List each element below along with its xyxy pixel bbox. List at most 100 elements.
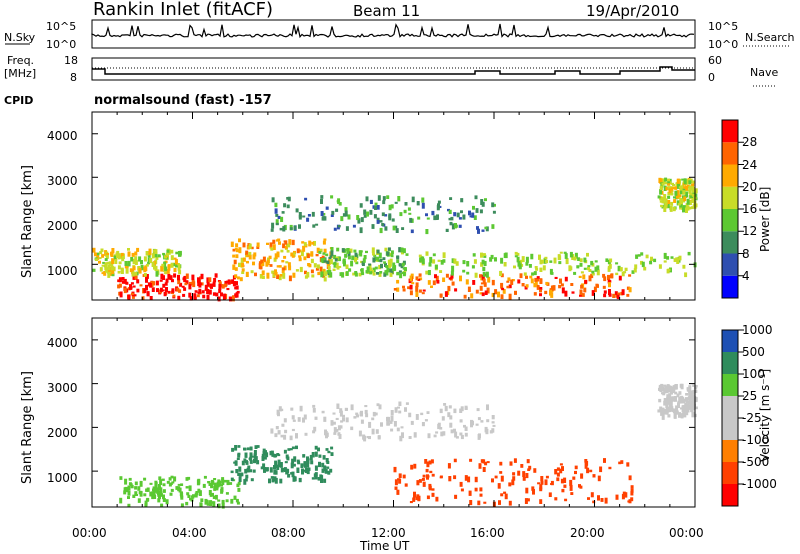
- power-echo-mark: [691, 197, 695, 203]
- power-echo-mark: [270, 228, 274, 232]
- power-echo-mark: [477, 228, 480, 234]
- power-echo-mark: [426, 217, 430, 220]
- velocity-echo-mark: [477, 434, 481, 440]
- velocity-echo-mark: [304, 467, 308, 473]
- velocity-echo-mark: [292, 419, 296, 422]
- power-echo-mark: [342, 259, 346, 264]
- power-echo-mark: [340, 216, 344, 222]
- power-echo-mark: [487, 276, 491, 283]
- power-echo-mark: [425, 229, 429, 235]
- velocity-echo-mark: [628, 499, 632, 504]
- power-echo-mark: [649, 260, 653, 265]
- velocity-echo-mark: [321, 410, 325, 414]
- power-echo-mark: [421, 197, 425, 203]
- power-echo-mark: [581, 293, 585, 297]
- power-echo-mark: [660, 204, 664, 208]
- velocity-echo-mark: [365, 413, 369, 418]
- power-echo-mark: [106, 253, 110, 256]
- power-echo-mark: [372, 267, 376, 273]
- power-echo-mark: [290, 252, 294, 257]
- power-echo-mark: [313, 263, 317, 268]
- power-echo-mark: [634, 264, 638, 269]
- power-echo-mark: [125, 267, 129, 274]
- power-echo-mark: [338, 265, 342, 268]
- velocity-echo-mark: [677, 402, 680, 408]
- velocity-echo-mark: [401, 432, 404, 439]
- power-echo-mark: [508, 293, 512, 300]
- power-echo-mark: [379, 259, 383, 263]
- power-echo-mark: [134, 251, 138, 256]
- power-echo-mark: [373, 214, 377, 219]
- power-echo-mark: [171, 279, 174, 283]
- velocity-echo-mark: [694, 389, 698, 393]
- velocity-echo-mark: [494, 475, 498, 479]
- power-colorbar-segment: [722, 186, 738, 209]
- velocity-echo-mark: [159, 487, 163, 493]
- power-echo-mark: [519, 273, 523, 279]
- power-echo-mark: [506, 280, 510, 283]
- power-echo-mark: [140, 260, 143, 265]
- power-echo-mark: [486, 287, 490, 294]
- power-echo-mark: [439, 270, 443, 273]
- power-echo-mark: [442, 259, 446, 263]
- velocity-echo-mark: [312, 404, 316, 408]
- velocity-echo-mark: [539, 484, 543, 490]
- power-echo-mark: [365, 250, 368, 254]
- power-echo-mark: [315, 267, 319, 271]
- velocity-echo-mark: [249, 460, 253, 464]
- velocity-echo-mark: [464, 475, 468, 481]
- velocity-echo-mark: [675, 410, 679, 415]
- power-echo-mark: [319, 266, 323, 272]
- velocity-echo-mark: [270, 476, 274, 479]
- power-echo-mark: [484, 290, 488, 295]
- power-echo-mark: [485, 271, 489, 278]
- velocity-echo-mark: [394, 479, 398, 486]
- power-echo-mark: [448, 209, 452, 214]
- power-echo-mark: [269, 245, 273, 249]
- power-echo-mark: [330, 250, 334, 256]
- power-echo-mark: [347, 214, 351, 220]
- power-echo-mark: [262, 256, 266, 263]
- power-echo-mark: [481, 259, 485, 265]
- power-echo-mark: [134, 273, 138, 280]
- power-echo-mark: [481, 274, 485, 281]
- power-echo-mark: [341, 248, 345, 253]
- velocity-echo-mark: [393, 466, 397, 473]
- velocity-echo-mark: [185, 477, 189, 481]
- velocity-echo-mark: [173, 476, 177, 482]
- power-echo-mark: [161, 263, 165, 267]
- power-echo-mark: [231, 296, 235, 302]
- velocity-echo-mark: [586, 467, 590, 474]
- power-echo-mark: [374, 205, 377, 210]
- velocity-echo-mark: [210, 482, 213, 487]
- power-echo-mark: [120, 268, 124, 274]
- velocity-echo-mark: [692, 384, 696, 387]
- power-echo-mark: [514, 255, 518, 258]
- velocity-echo-mark: [659, 406, 663, 413]
- power-echo-mark: [475, 289, 479, 294]
- power-echo-mark: [316, 264, 320, 269]
- power-echo-mark: [292, 252, 296, 257]
- velocity-echo-mark: [453, 428, 456, 433]
- velocity-echo-mark: [212, 501, 216, 507]
- power-echo-mark: [427, 270, 431, 276]
- power-echo-mark: [666, 268, 670, 274]
- power-echo-mark: [519, 259, 523, 266]
- power-echo-mark: [398, 263, 402, 266]
- velocity-echo-mark: [249, 446, 253, 451]
- power-echo-mark: [344, 210, 348, 217]
- power-echo-mark: [499, 270, 503, 276]
- velocity-echo-mark: [474, 487, 478, 492]
- velocity-echo-mark: [324, 469, 328, 474]
- velocity-echo-mark: [680, 383, 684, 390]
- velocity-echo-mark: [252, 469, 256, 473]
- velocity-echo-mark: [435, 431, 439, 434]
- power-echo-mark: [206, 277, 210, 283]
- power-echo-mark: [319, 248, 323, 252]
- velocity-echo-mark: [154, 484, 158, 490]
- velocity-echo-mark: [127, 503, 131, 507]
- power-echo-mark: [130, 292, 134, 295]
- power-echo-mark: [153, 264, 156, 270]
- velocity-colorbar-tick-label: -500: [742, 455, 770, 469]
- power-echo-mark: [688, 206, 692, 210]
